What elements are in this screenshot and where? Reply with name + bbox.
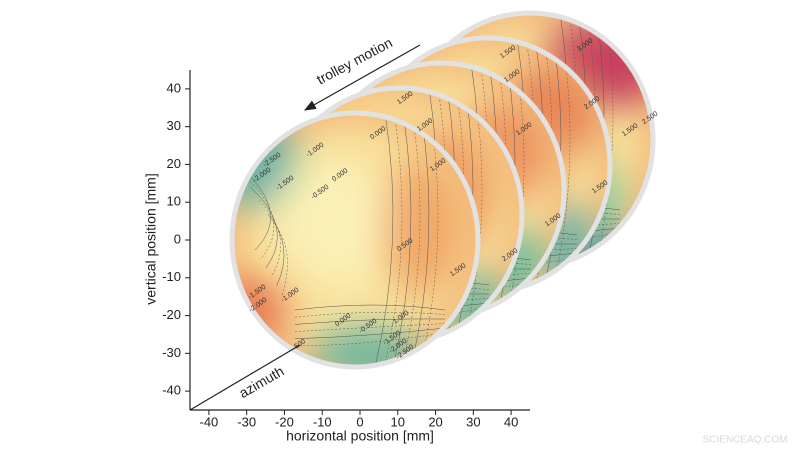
watermark: SCIENCEAQ.COM (702, 435, 787, 446)
contour-line (267, 213, 285, 287)
contour-line (427, 88, 447, 342)
x-tick-label: 10 (391, 414, 405, 429)
y-tick-label: -40 (162, 383, 181, 398)
contour-line (410, 113, 430, 367)
contour-region (379, 157, 466, 298)
y-tick-label: 10 (167, 194, 181, 209)
x-tick-label: 0 (356, 414, 363, 429)
x-axis-label: horizontal position [mm] (286, 428, 434, 444)
y-tick-label: -10 (162, 269, 181, 284)
contour-line (515, 38, 535, 292)
contour-region (275, 157, 386, 272)
contour-line (487, 63, 507, 317)
contour-line (374, 113, 394, 367)
x-tick-label: -10 (313, 414, 332, 429)
contour-line (258, 200, 281, 278)
azimuth-axis (189, 344, 301, 411)
contour-line (383, 113, 403, 367)
contour-line (294, 327, 446, 340)
contour-line (294, 304, 446, 311)
contour-line (469, 63, 489, 317)
contour-line (401, 113, 421, 367)
trolley-arrow (303, 44, 421, 111)
disk (232, 113, 478, 367)
x-tick-label: -30 (237, 414, 256, 429)
contour-line (392, 113, 412, 367)
disk-rim (229, 110, 481, 370)
contour-line (240, 173, 275, 260)
contour-line (294, 332, 446, 347)
contour-line (576, 13, 596, 267)
y-tick-label: 0 (174, 231, 181, 246)
x-tick-label: -40 (199, 414, 218, 429)
disk-stack: -2.500-2.000 -1.500-1.000-0.5000.0001.000… (229, 10, 659, 370)
contour-line (445, 88, 465, 342)
x-tick-label: -20 (275, 414, 294, 429)
y-tick-label: -30 (162, 345, 181, 360)
contour-line (249, 186, 278, 269)
contour-line (276, 227, 288, 296)
y-tick-label: 20 (167, 156, 181, 171)
x-tick-label: 30 (466, 414, 480, 429)
y-axis-label: vertical position [mm] (143, 173, 159, 304)
contour-line (558, 13, 578, 267)
contour-line (533, 38, 553, 292)
x-tick-label: 20 (428, 414, 442, 429)
y-tick-label: -20 (162, 307, 181, 322)
y-tick-label: 40 (167, 80, 181, 95)
contour-line (294, 318, 446, 325)
contour-line (294, 312, 446, 318)
y-tick-label: 30 (167, 118, 181, 133)
x-tick-label: 40 (504, 414, 518, 429)
